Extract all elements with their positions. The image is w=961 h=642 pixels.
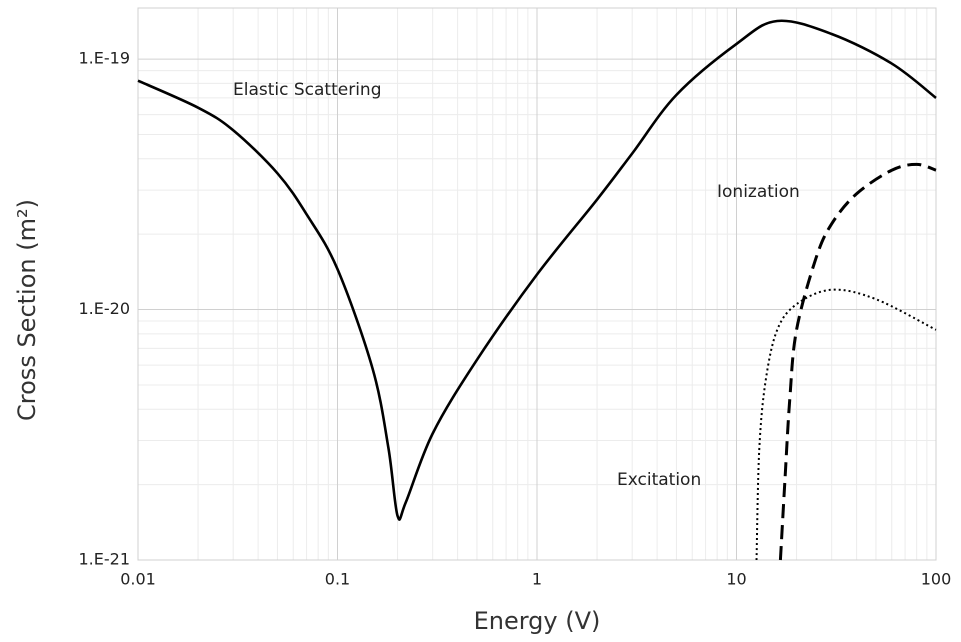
series-line (137, 19, 937, 521)
y-tick-label: 1.E-21 (78, 550, 130, 569)
x-tick-label: 100 (921, 570, 952, 589)
plot-frame (137, 7, 937, 561)
x-tick-label: 0.1 (325, 570, 350, 589)
x-tick-label: 10 (726, 570, 746, 589)
y-axis-label: Cross Section (m²) (13, 199, 41, 421)
series-line (778, 162, 937, 561)
series-annotation: Elastic Scattering (233, 80, 382, 100)
x-tick-label: 1 (532, 570, 542, 589)
series-line (755, 288, 937, 561)
y-tick-label: 1.E-19 (78, 49, 130, 68)
y-tick-label: 1.E-20 (78, 299, 130, 318)
x-axis-label: Energy (V) (474, 607, 601, 635)
series-annotation: Excitation (617, 470, 701, 490)
x-tick-label: 0.01 (120, 570, 156, 589)
series-annotation: Ionization (717, 182, 800, 202)
